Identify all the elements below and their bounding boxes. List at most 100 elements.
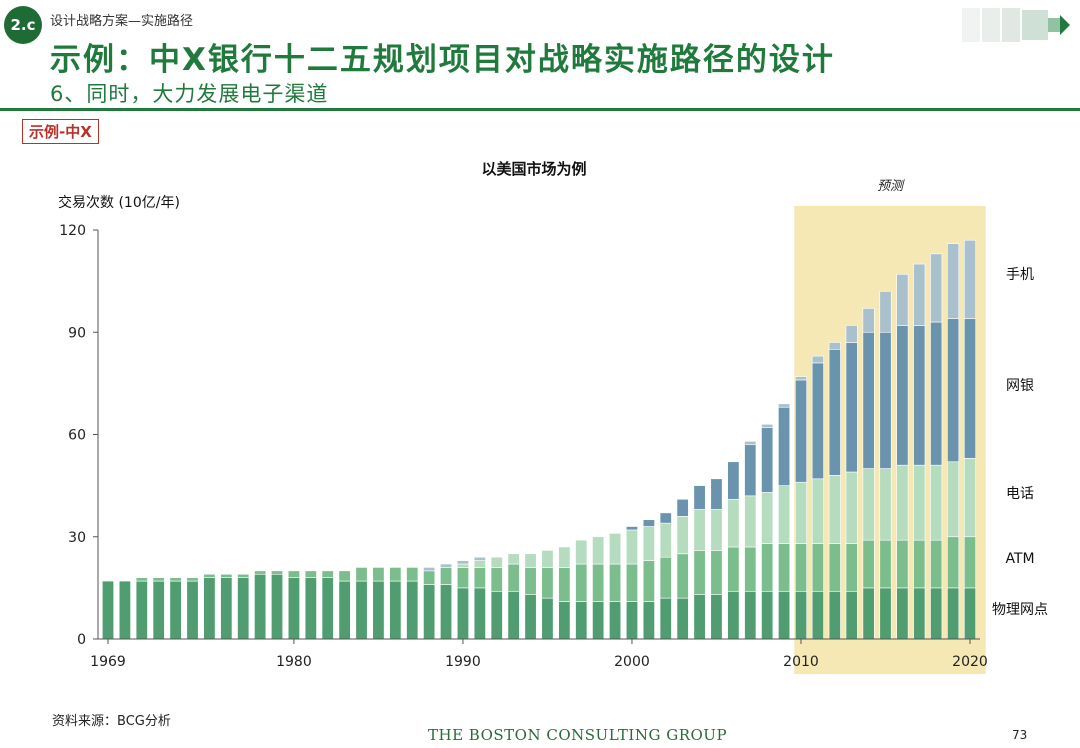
bar-segment-2001-0 (642, 601, 655, 640)
bar-segment-2016-0 (896, 587, 909, 640)
bar-segment-2020-0 (963, 587, 976, 640)
bar-segment-2009-2 (778, 485, 791, 544)
bar-segment-2016-1 (896, 539, 909, 589)
bar-segment-1979-1 (271, 570, 284, 575)
bar-segment-1983-1 (338, 570, 351, 582)
bar-segment-2020-4 (963, 239, 976, 319)
bar-segment-1983-0 (338, 580, 351, 640)
bar-segment-1993-0 (507, 590, 520, 640)
bar-segment-2009-1 (778, 543, 791, 592)
bar-segment-1969-0 (102, 580, 115, 640)
page-subtitle: 6、同时，大力发展电子渠道 (50, 82, 329, 106)
bar-segment-1989-1 (440, 567, 453, 585)
bar-segment-2017-3 (913, 325, 926, 466)
bar-segment-2017-0 (913, 587, 926, 640)
bar-segment-1995-2 (541, 550, 554, 568)
bar-segment-2004-2 (693, 509, 706, 551)
bar-segment-1987-1 (406, 567, 419, 582)
bar-segment-2000-2 (625, 529, 638, 565)
bar-segment-1970-0 (118, 580, 131, 640)
bar-segment-2007-4 (744, 441, 757, 446)
bar-segment-2011-1 (811, 543, 824, 592)
page-number: 73 (1012, 728, 1028, 742)
header-divider (0, 108, 1080, 111)
bar-segment-1988-1 (423, 570, 436, 585)
x-tick-label-1969: 1969 (90, 654, 126, 670)
bar-segment-1975-1 (203, 573, 216, 578)
y-tick-label-90: 90 (68, 325, 86, 341)
bar-segment-2007-0 (744, 590, 757, 640)
bar-segment-1991-0 (473, 587, 486, 640)
bar-segment-2017-2 (913, 464, 926, 541)
bar-segment-2005-0 (710, 594, 723, 640)
bar-segment-1978-1 (254, 570, 267, 575)
bar-segment-2008-4 (761, 423, 774, 428)
bar-segment-2013-4 (845, 325, 858, 343)
bar-segment-2010-3 (794, 379, 807, 483)
bar-segment-2009-4 (778, 403, 791, 408)
bar-segment-1998-2 (592, 536, 605, 565)
bar-segment-2012-2 (828, 475, 841, 544)
bar-segment-1991-2 (473, 560, 486, 568)
bar-segment-2019-1 (947, 536, 960, 589)
bar-segment-1988-0 (423, 584, 436, 640)
bar-segment-1998-1 (592, 563, 605, 602)
bar-segment-2011-0 (811, 590, 824, 640)
bar-segment-1994-0 (524, 594, 537, 640)
bar-segment-1981-0 (304, 577, 317, 640)
series-label-0: 物理网点 (992, 602, 1048, 618)
bar-segment-2007-1 (744, 546, 757, 592)
bar-segment-1971-1 (135, 577, 148, 582)
bar-segment-2015-4 (879, 291, 892, 333)
bar-segment-2013-3 (845, 342, 858, 473)
bar-segment-1995-1 (541, 567, 554, 599)
bar-segment-1991-4 (473, 556, 486, 561)
source-note: 资料来源：BCG分析 (52, 714, 171, 729)
bar-segment-1977-1 (237, 573, 250, 578)
bar-segment-1992-1 (490, 567, 503, 592)
bar-segment-2009-0 (778, 590, 791, 640)
bar-segment-1978-0 (254, 573, 267, 640)
x-tick-label-1990: 1990 (445, 654, 481, 670)
bar-segment-2001-2 (642, 526, 655, 561)
bar-segment-1990-1 (456, 567, 469, 589)
bar-segment-2003-2 (676, 515, 689, 555)
bar-segment-1999-1 (609, 563, 622, 602)
bar-segment-1990-2 (456, 563, 469, 568)
bar-segment-1976-1 (220, 573, 233, 578)
next-arrow-icon[interactable] (960, 4, 1076, 46)
x-tick-label-1980: 1980 (276, 654, 312, 670)
chart-title: 以美国市场为例 (481, 160, 586, 178)
bar-segment-2006-2 (727, 498, 740, 548)
bar-segment-2017-1 (913, 539, 926, 589)
bar-segment-2003-0 (676, 597, 689, 640)
bar-segment-2008-2 (761, 492, 774, 544)
bar-segment-1988-4 (423, 567, 436, 572)
bar-segment-2016-3 (896, 325, 909, 466)
page-title: 示例：中X银行十二五规划项目对战略实施路径的设计 (50, 42, 835, 78)
bar-segment-2004-1 (693, 550, 706, 595)
bar-segment-2013-1 (845, 543, 858, 592)
bar-segment-2001-3 (642, 519, 655, 527)
bar-segment-2006-0 (727, 590, 740, 640)
example-tag: 示例-中X (22, 119, 99, 144)
bar-segment-2014-2 (862, 468, 875, 541)
bar-segment-1997-2 (575, 539, 588, 565)
breadcrumb: 设计战略方案—实施路径 (50, 14, 194, 29)
bar-segment-2012-0 (828, 590, 841, 640)
bar-segment-1982-1 (321, 570, 334, 578)
bar-segment-1992-2 (490, 556, 503, 568)
bar-segment-2000-0 (625, 601, 638, 640)
bar-segment-2019-0 (947, 587, 960, 640)
bar-segment-1996-1 (558, 567, 571, 602)
series-label-2: 电话 (1006, 486, 1034, 502)
x-tick-label-2020: 2020 (952, 654, 988, 670)
bar-segment-1987-0 (406, 580, 419, 640)
y-tick-label-0: 0 (77, 632, 86, 648)
bar-segment-1972-1 (152, 577, 165, 582)
bar-segment-2016-4 (896, 274, 909, 326)
bar-segment-2007-2 (744, 495, 757, 548)
bar-segment-2011-3 (811, 362, 824, 480)
bar-segment-2014-3 (862, 331, 875, 469)
bar-segment-2015-0 (879, 587, 892, 640)
